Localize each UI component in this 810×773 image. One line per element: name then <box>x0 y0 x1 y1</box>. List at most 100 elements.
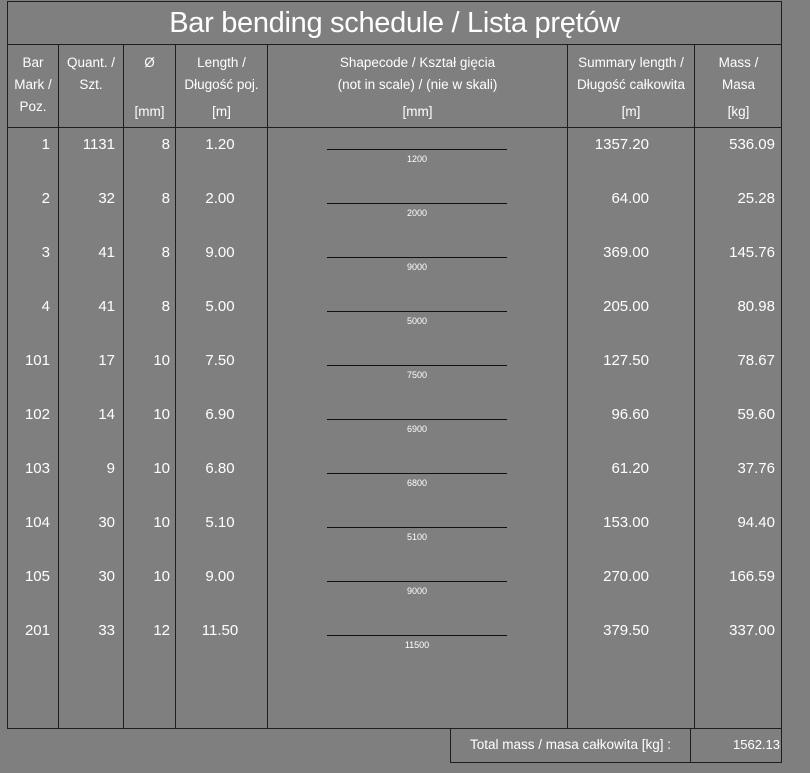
cell-quantity: 30 <box>98 568 115 585</box>
cell-summary-length: 369.00 <box>603 244 649 261</box>
cell-diameter: 8 <box>161 244 170 261</box>
straight-bar-shape <box>327 365 507 366</box>
unit-shapecode: [mm] <box>402 104 433 119</box>
cell-bar-mark: 3 <box>41 244 50 261</box>
cell-mass: 536.09 <box>729 136 775 153</box>
shape-dimension-label: 6800 <box>406 478 428 488</box>
header-diameter: Ø <box>144 55 155 70</box>
cell-quantity: 33 <box>98 622 115 639</box>
table-row: 1 1131 8 1.20 1357.20 536.09 1200 <box>8 128 781 182</box>
cell-mass: 166.59 <box>729 568 775 585</box>
cell-length: 6.90 <box>205 406 235 423</box>
cell-quantity: 30 <box>98 514 115 531</box>
straight-bar-shape <box>327 149 507 150</box>
cell-bar-mark: 103 <box>24 460 50 477</box>
cell-mass: 59.60 <box>737 406 775 423</box>
cell-bar-mark: 201 <box>24 622 50 639</box>
shape-dimension-label: 5100 <box>406 532 428 542</box>
cell-summary-length: 379.50 <box>603 622 649 639</box>
cell-mass: 25.28 <box>737 190 775 207</box>
cell-length: 5.00 <box>205 298 235 315</box>
column-divider <box>694 44 695 728</box>
table-row: 101 17 10 7.50 127.50 78.67 7500 <box>8 344 781 398</box>
cell-length: 6.80 <box>205 460 235 477</box>
shape-dimension-label: 5000 <box>406 316 428 326</box>
shape-dimension-label: 11500 <box>404 640 430 650</box>
shape-dimension-label: 2000 <box>406 208 428 218</box>
header-summary-length: Summary length / Długość całkowita <box>576 55 686 92</box>
header-quantity: Quant. / Szt. <box>66 55 116 92</box>
cell-summary-length: 153.00 <box>603 514 649 531</box>
cell-bar-mark: 105 <box>24 568 50 585</box>
cell-quantity: 41 <box>98 244 115 261</box>
cell-diameter: 10 <box>153 460 170 477</box>
unit-length: [m] <box>212 104 231 119</box>
cell-quantity: 9 <box>106 460 115 477</box>
header-divider <box>8 127 781 128</box>
cell-mass: 94.40 <box>737 514 775 531</box>
table-row: 3 41 8 9.00 369.00 145.76 9000 <box>8 236 781 290</box>
cell-mass: 337.00 <box>729 622 775 639</box>
cell-bar-mark: 102 <box>24 406 50 423</box>
cell-summary-length: 270.00 <box>603 568 649 585</box>
bar-bending-schedule-table: Bar bending schedule / Lista prętów Bar … <box>7 1 782 729</box>
column-divider <box>175 44 176 728</box>
cell-summary-length: 127.50 <box>603 352 649 369</box>
table-row: 4 41 8 5.00 205.00 80.98 5000 <box>8 290 781 344</box>
cell-mass: 80.98 <box>737 298 775 315</box>
header-bar-mark: Bar Mark / Poz. <box>14 55 52 114</box>
cell-length: 5.10 <box>205 514 235 531</box>
cell-diameter: 10 <box>153 406 170 423</box>
schedule-title: Bar bending schedule / Lista prętów <box>8 2 781 45</box>
cell-diameter: 8 <box>161 190 170 207</box>
total-divider <box>690 729 691 762</box>
header-shapecode: Shapecode / Kształ gięcia (not in scale)… <box>337 55 498 92</box>
column-divider <box>58 44 59 728</box>
cell-quantity: 14 <box>98 406 115 423</box>
cell-mass: 78.67 <box>737 352 775 369</box>
column-divider <box>267 44 268 728</box>
straight-bar-shape <box>327 257 507 258</box>
table-row: 105 30 10 9.00 270.00 166.59 9000 <box>8 560 781 614</box>
cell-length: 2.00 <box>205 190 235 207</box>
total-mass-value: 1562.13 <box>733 737 780 752</box>
total-mass-label: Total mass / masa całkowita [kg] : <box>469 737 672 752</box>
shape-dimension-label: 1200 <box>406 154 428 164</box>
cell-length: 1.20 <box>205 136 235 153</box>
cell-length: 9.00 <box>205 568 235 585</box>
table-row: 103 9 10 6.80 61.20 37.76 6800 <box>8 452 781 506</box>
cell-quantity: 32 <box>98 190 115 207</box>
header-mass: Mass / Masa <box>718 55 759 92</box>
table-row: 2 32 8 2.00 64.00 25.28 2000 <box>8 182 781 236</box>
cell-diameter: 10 <box>153 568 170 585</box>
cell-mass: 37.76 <box>737 460 775 477</box>
shape-dimension-label: 6900 <box>406 424 428 434</box>
cell-mass: 145.76 <box>729 244 775 261</box>
unit-mass: [kg] <box>727 104 750 119</box>
cell-length: 11.50 <box>201 622 239 639</box>
straight-bar-shape <box>327 635 507 636</box>
cell-summary-length: 61.20 <box>611 460 649 477</box>
table-row: 201 33 12 11.50 379.50 337.00 11500 <box>8 614 781 668</box>
header-length: Length / Długość poj. <box>184 55 259 92</box>
cell-diameter: 8 <box>161 136 170 153</box>
column-divider <box>123 44 124 728</box>
unit-diameter: [mm] <box>134 104 165 119</box>
cell-summary-length: 64.00 <box>611 190 649 207</box>
table-row: 104 30 10 5.10 153.00 94.40 5100 <box>8 506 781 560</box>
cell-diameter: 12 <box>153 622 170 639</box>
cell-bar-mark: 1 <box>41 136 50 153</box>
cell-diameter: 8 <box>161 298 170 315</box>
cell-quantity: 1131 <box>82 136 115 153</box>
cell-quantity: 17 <box>98 352 115 369</box>
cell-summary-length: 96.60 <box>611 406 649 423</box>
unit-summary-length: [m] <box>621 104 641 119</box>
total-mass-box: Total mass / masa całkowita [kg] : 1562.… <box>450 729 782 763</box>
shape-dimension-label: 9000 <box>406 262 428 272</box>
cell-bar-mark: 104 <box>24 514 50 531</box>
cell-summary-length: 1357.20 <box>594 136 649 153</box>
shape-dimension-label: 9000 <box>406 586 428 596</box>
column-divider <box>567 44 568 728</box>
straight-bar-shape <box>327 527 507 528</box>
cell-summary-length: 205.00 <box>603 298 649 315</box>
